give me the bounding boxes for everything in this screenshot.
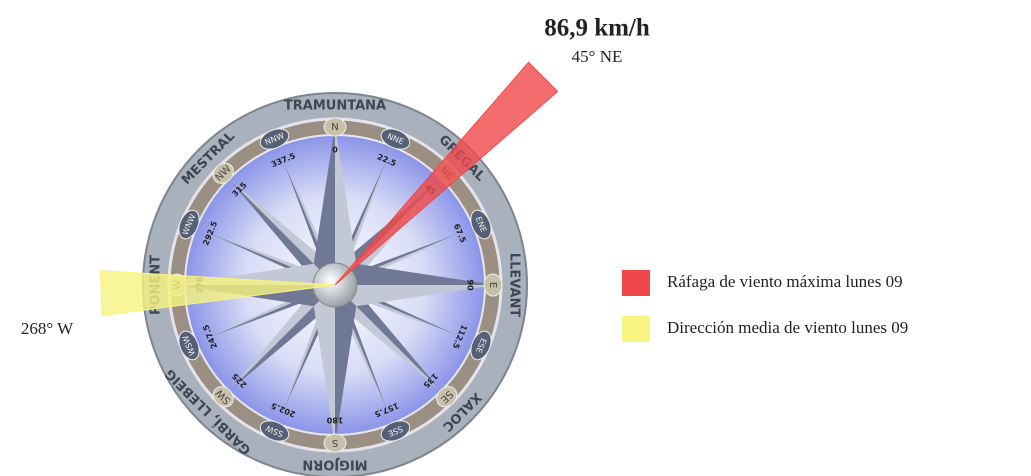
legend-label: Ráfaga de viento máxima lunes 09 [667,272,903,291]
value-label: 268° W [21,319,74,338]
legend-swatch [622,270,650,296]
direction-label: N [331,122,338,133]
direction-label: S [332,437,338,448]
wind-name: MIGJORN [302,457,367,472]
wind-name: TRAMUNTANA [284,99,386,114]
chart-title: 86,9 km/h [544,15,650,42]
direction-label: E [487,282,498,288]
wind-name: LLEVANT [507,253,522,318]
legend-label: Dirección media de viento lunes 09 [667,318,908,337]
angle-tick-label: 90 [466,279,475,291]
value-label: 45° NE [572,47,623,66]
angle-tick-label: 180 [326,416,343,425]
chart: 86,9 km/h 45° NE 268° W TRAMUNTANAGREGAL… [0,0,1031,476]
legend-swatch [622,316,650,342]
angle-tick-label: 0 [332,146,338,155]
